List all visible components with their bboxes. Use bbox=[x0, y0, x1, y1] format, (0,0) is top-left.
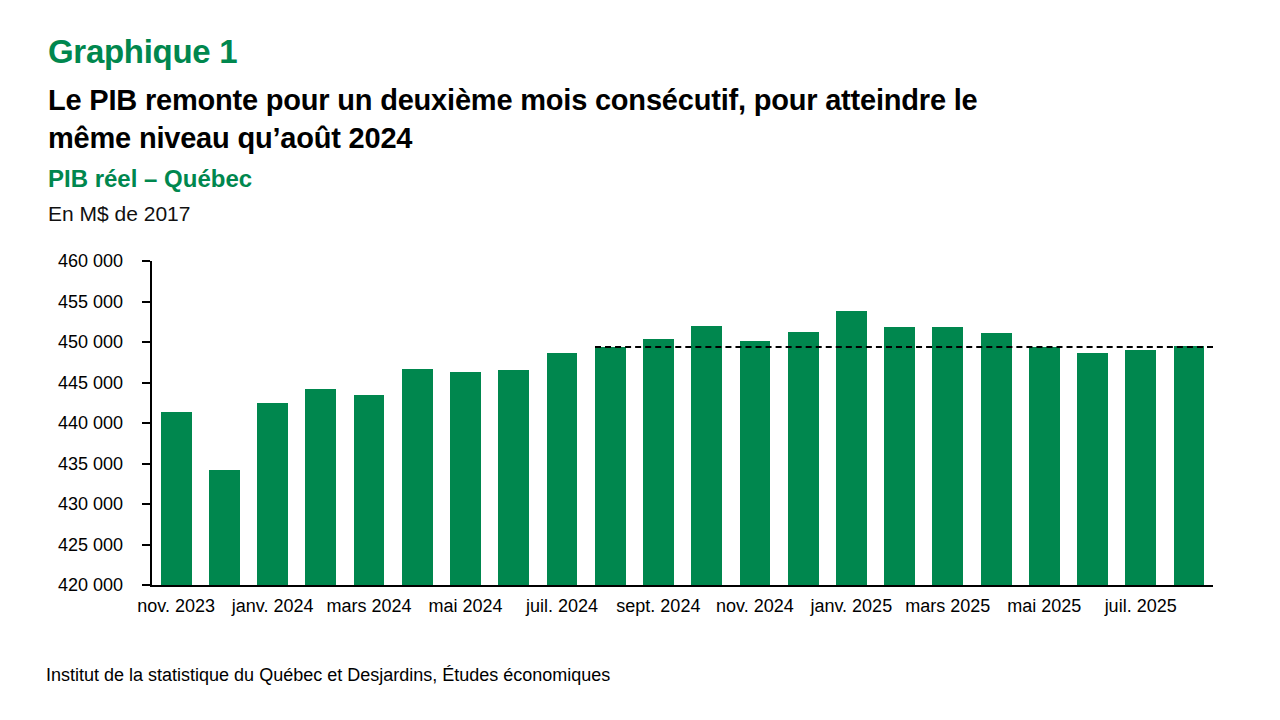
bar bbox=[305, 389, 336, 585]
y-axis-tick-label: 455 000 bbox=[20, 291, 123, 312]
bar bbox=[450, 372, 481, 585]
bar-slot bbox=[200, 261, 248, 585]
bar-slot bbox=[683, 261, 731, 585]
bar-slot bbox=[441, 261, 489, 585]
bar-slot bbox=[1165, 261, 1213, 585]
bar-slot bbox=[924, 261, 972, 585]
bar-slot bbox=[634, 261, 682, 585]
bar bbox=[595, 347, 626, 585]
bar bbox=[1029, 347, 1060, 585]
bar-slot bbox=[586, 261, 634, 585]
bars-container bbox=[152, 261, 1213, 585]
chart-kicker: Graphique 1 bbox=[48, 33, 237, 71]
bar-slot bbox=[345, 261, 393, 585]
bar-slot bbox=[779, 261, 827, 585]
bar-slot bbox=[972, 261, 1020, 585]
y-axis-tick-label: 440 000 bbox=[20, 413, 123, 434]
x-axis-tick-label: janv. 2024 bbox=[232, 596, 314, 617]
y-axis-tick-label: 430 000 bbox=[20, 494, 123, 515]
x-axis-tick-label: mars 2024 bbox=[326, 596, 411, 617]
y-axis-tick-label: 460 000 bbox=[20, 251, 123, 272]
x-axis-tick-label: nov. 2024 bbox=[716, 596, 794, 617]
y-tick-mark bbox=[142, 463, 150, 465]
bar-slot bbox=[1020, 261, 1068, 585]
bar bbox=[1077, 353, 1108, 585]
bar bbox=[788, 332, 819, 585]
x-axis-tick-label: mars 2025 bbox=[905, 596, 990, 617]
bar-slot bbox=[827, 261, 875, 585]
reference-line bbox=[595, 346, 1213, 348]
units-label: En M$ de 2017 bbox=[48, 202, 190, 226]
bar-slot bbox=[731, 261, 779, 585]
bar bbox=[1174, 346, 1205, 585]
source-note: Institut de la statistique du Québec et … bbox=[46, 665, 610, 686]
y-axis-tick-label: 425 000 bbox=[20, 534, 123, 555]
bar bbox=[161, 412, 192, 585]
bar bbox=[257, 403, 288, 585]
y-tick-mark bbox=[142, 301, 150, 303]
bar-slot bbox=[297, 261, 345, 585]
x-axis-tick-label: mai 2024 bbox=[428, 596, 502, 617]
y-axis-tick-label: 445 000 bbox=[20, 372, 123, 393]
bar bbox=[643, 339, 674, 585]
x-axis-tick-label: nov. 2023 bbox=[137, 596, 215, 617]
bar-slot bbox=[1117, 261, 1165, 585]
y-tick-mark bbox=[142, 503, 150, 505]
bar-slot bbox=[490, 261, 538, 585]
bar bbox=[547, 353, 578, 585]
series-label: PIB réel – Québec bbox=[48, 165, 252, 193]
bar bbox=[981, 333, 1012, 585]
chart-headline: Le PIB remonte pour un deuxième mois con… bbox=[48, 81, 977, 157]
y-tick-mark bbox=[142, 422, 150, 424]
bar bbox=[884, 327, 915, 585]
y-tick-mark bbox=[142, 341, 150, 343]
bar-slot bbox=[393, 261, 441, 585]
bar-slot bbox=[152, 261, 200, 585]
y-axis-tick-label: 420 000 bbox=[20, 575, 123, 596]
bar bbox=[354, 395, 385, 585]
y-tick-mark bbox=[142, 382, 150, 384]
plot-area: 460 000455 000450 000445 000440 000435 0… bbox=[150, 261, 1213, 587]
y-tick-mark bbox=[142, 544, 150, 546]
bar bbox=[402, 369, 433, 585]
chart-headline-line1: Le PIB remonte pour un deuxième mois con… bbox=[48, 81, 977, 119]
y-tick-mark bbox=[142, 584, 150, 586]
bar bbox=[932, 327, 963, 585]
bar-slot bbox=[876, 261, 924, 585]
y-tick-mark bbox=[142, 260, 150, 262]
bar bbox=[498, 370, 529, 585]
chart-page: Graphique 1 Le PIB remonte pour un deuxi… bbox=[0, 0, 1280, 720]
x-axis-tick-label: juil. 2024 bbox=[526, 596, 598, 617]
x-axis-tick-label: mai 2025 bbox=[1007, 596, 1081, 617]
bar bbox=[209, 470, 240, 585]
y-axis-tick-label: 450 000 bbox=[20, 332, 123, 353]
bar-slot bbox=[538, 261, 586, 585]
bar-slot bbox=[248, 261, 296, 585]
x-axis-tick-label: sept. 2024 bbox=[616, 596, 700, 617]
bar bbox=[836, 311, 867, 585]
bar bbox=[740, 341, 771, 585]
chart-headline-line2: même niveau qu’août 2024 bbox=[48, 119, 977, 157]
x-axis-tick-label: janv. 2025 bbox=[810, 596, 892, 617]
bar bbox=[1125, 350, 1156, 585]
y-axis-tick-label: 435 000 bbox=[20, 453, 123, 474]
bar bbox=[691, 326, 722, 585]
bar-slot bbox=[1068, 261, 1116, 585]
x-axis-tick-label: juil. 2025 bbox=[1105, 596, 1177, 617]
